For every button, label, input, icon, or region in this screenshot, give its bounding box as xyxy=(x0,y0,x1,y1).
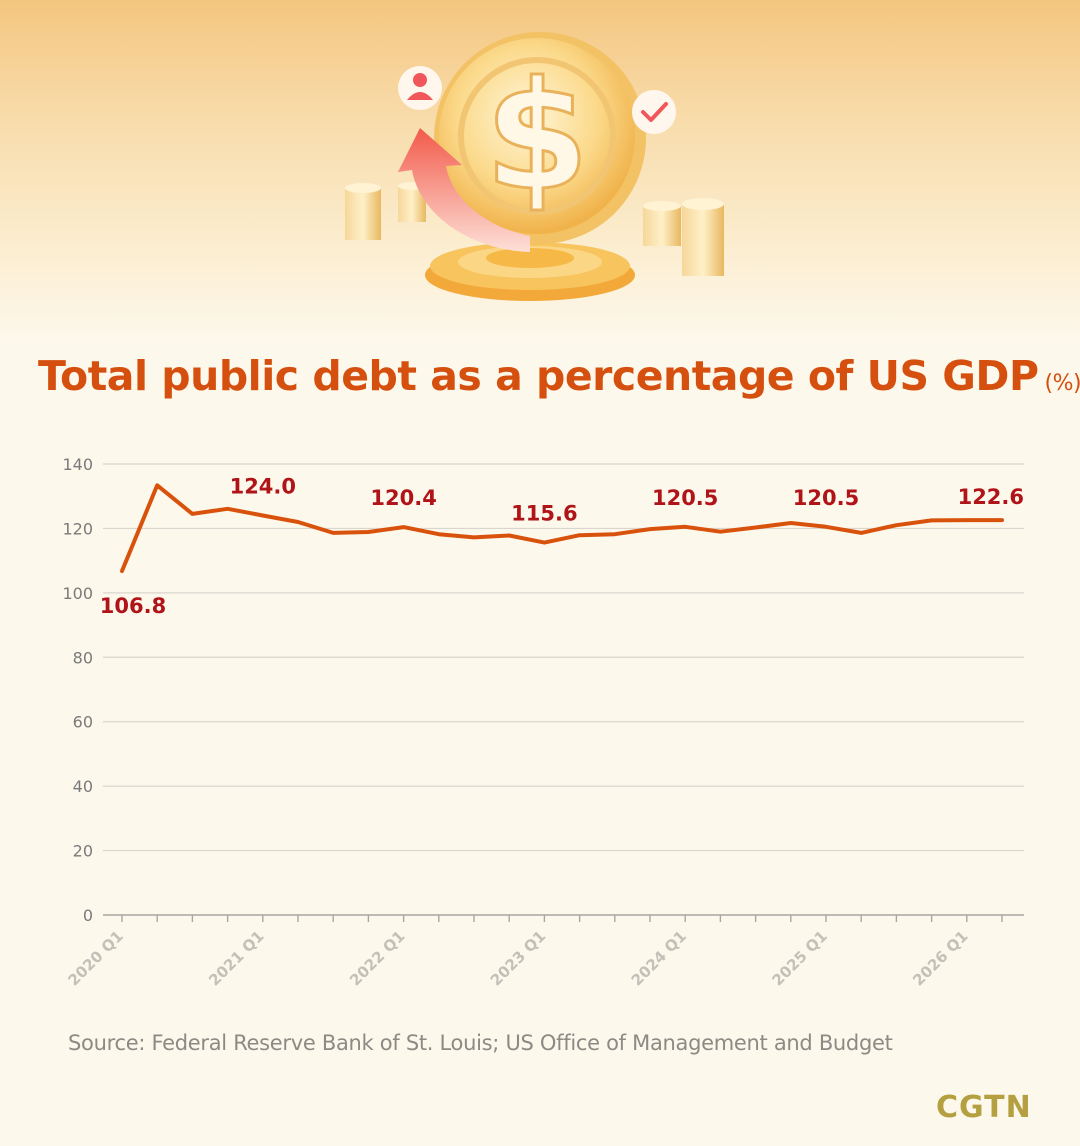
checkmark-icon xyxy=(632,90,676,134)
y-tick-label: 0 xyxy=(83,906,93,925)
chart-title-text: Total public debt as a percentage of US … xyxy=(38,352,1039,400)
y-tick-label: 20 xyxy=(73,842,93,861)
y-tick-label: 60 xyxy=(73,713,93,732)
person-icon xyxy=(398,66,442,110)
dollar-coin-icon: $ xyxy=(434,32,646,244)
svg-text:$: $ xyxy=(485,50,589,224)
source-note: Source: Federal Reserve Bank of St. Loui… xyxy=(68,1031,893,1055)
y-tick-label: 40 xyxy=(73,777,93,796)
x-tick-label: 2022 Q1 xyxy=(346,927,408,989)
grid-lines xyxy=(103,463,1024,916)
chart-title: Total public debt as a percentage of US … xyxy=(38,352,1080,400)
x-tick-label: 2023 Q1 xyxy=(487,927,549,989)
coin-stack-icon xyxy=(345,182,724,276)
data-label: 115.6 xyxy=(511,502,577,526)
y-tick-label: 120 xyxy=(62,519,93,538)
x-tick-label: 2021 Q1 xyxy=(205,927,267,989)
data-label: 124.0 xyxy=(230,475,296,499)
series-line-group xyxy=(120,483,1004,573)
y-axis-tick-labels: 0 20 40 60 80 100 120 140 xyxy=(62,455,93,925)
data-labels: 106.8 124.0 120.4 115.6 120.5 120.5 122.6 xyxy=(100,475,1024,618)
x-tick-label: 2024 Q1 xyxy=(628,927,690,989)
x-tick-label: 2020 Q1 xyxy=(64,927,126,989)
data-label: 120.4 xyxy=(370,486,436,510)
y-tick-label: 80 xyxy=(73,648,93,667)
illustration-art: $ xyxy=(345,32,724,301)
y-tick-label: 140 xyxy=(62,455,93,474)
line-chart: 0 20 40 60 80 100 120 140 2020 Q1 2021 Q1 2022 Q1… xyxy=(62,455,1024,989)
up-arrow-icon xyxy=(398,128,530,252)
x-axis-ticks: 2020 Q1 2021 Q1 2022 Q1 2023 Q1 2024 Q1 2025 … xyxy=(64,915,1003,989)
y-tick-label: 100 xyxy=(62,584,93,603)
header-illustration: $ xyxy=(0,0,1080,340)
data-label: 120.5 xyxy=(652,486,718,510)
cgtn-logo: CGTN xyxy=(936,1090,1032,1125)
chart-title-unit: (%) xyxy=(1044,371,1080,396)
data-label: 120.5 xyxy=(793,486,859,510)
x-tick-label: 2026 Q1 xyxy=(909,927,971,989)
data-label: 106.8 xyxy=(100,594,166,618)
series-line xyxy=(120,483,1004,573)
x-tick-label: 2025 Q1 xyxy=(768,927,830,989)
data-label: 122.6 xyxy=(958,485,1024,509)
